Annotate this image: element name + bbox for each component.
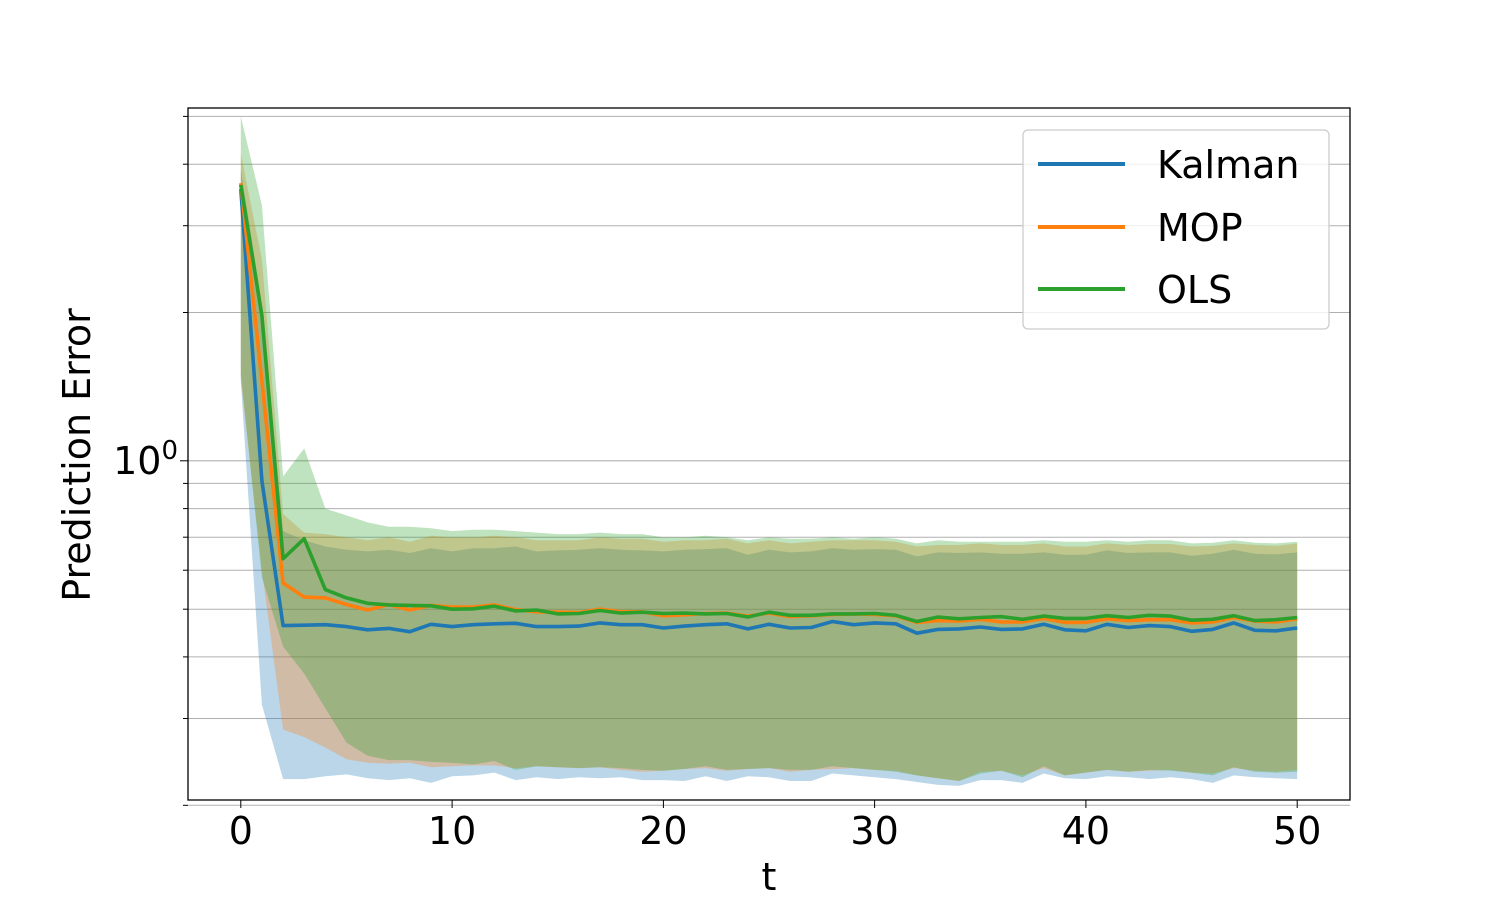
- legend: Kalman MOP OLS: [1022, 129, 1330, 330]
- y-tick-label: 100: [113, 436, 178, 483]
- legend-box: [1022, 129, 1330, 330]
- y-axis-label: Prediction Error: [55, 308, 99, 602]
- x-tick-label: 40: [1062, 809, 1110, 853]
- x-tick-label: 10: [428, 809, 476, 853]
- ols-band: [240, 116, 1298, 781]
- kalman-band: [240, 169, 1298, 786]
- x-tick-label: 0: [229, 809, 253, 853]
- plot-frame: [187, 107, 1351, 801]
- axis-ticks: 100 0 10 20 30 40 50: [113, 115, 1321, 853]
- series-lines: [239, 183, 1298, 636]
- x-tick-label: 20: [639, 809, 687, 853]
- x-tick-label: 30: [850, 809, 898, 853]
- legend-ols-label: OLS: [1157, 268, 1232, 312]
- x-tick-label: 50: [1273, 809, 1321, 853]
- kalman-line: [239, 188, 1298, 636]
- ols-line: [239, 184, 1298, 624]
- legend-kalman-label: Kalman: [1157, 143, 1299, 187]
- x-axis-label: t: [762, 855, 777, 899]
- legend-mop-label: MOP: [1157, 206, 1243, 250]
